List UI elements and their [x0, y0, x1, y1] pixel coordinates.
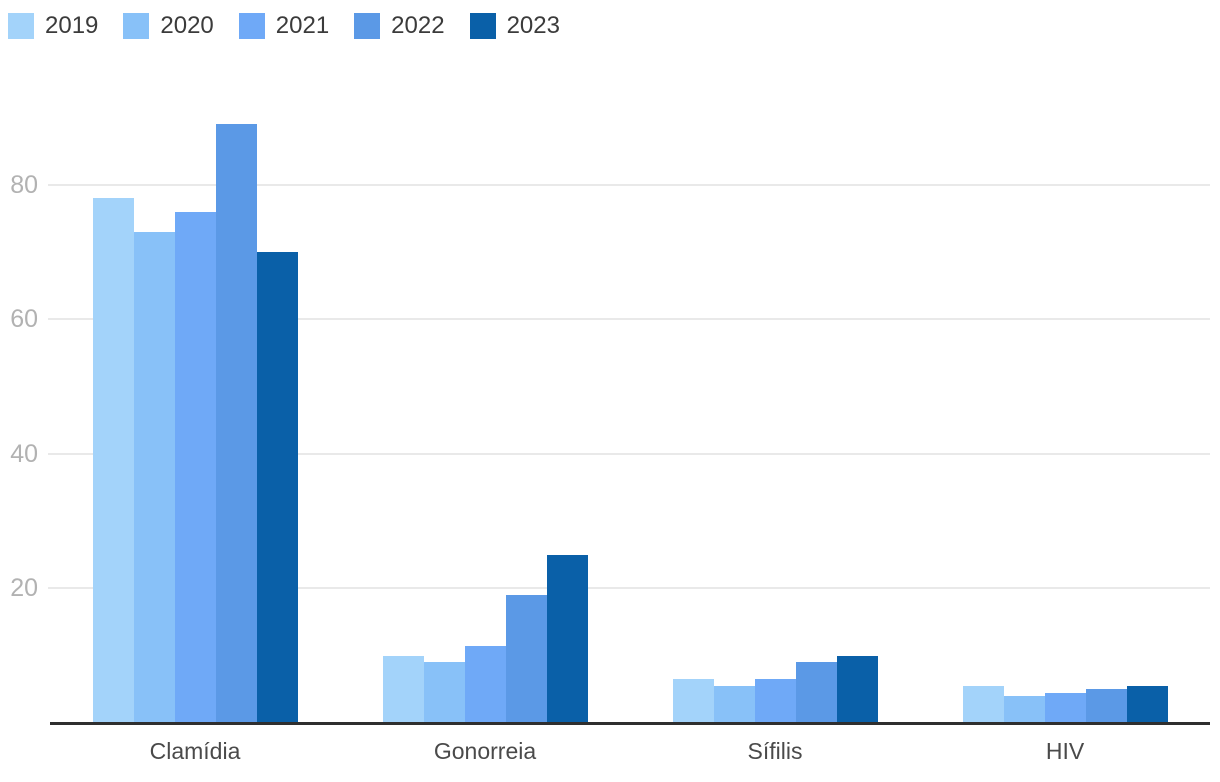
- x-axis-category-label: HIV: [1045, 738, 1085, 764]
- x-axis-category-label: Sífilis: [747, 738, 803, 764]
- x-axis-category-label: Gonorreia: [433, 738, 537, 764]
- x-axis-category-label: Clamídia: [149, 738, 241, 764]
- bar-Clamídia-2020[interactable]: [133, 232, 175, 723]
- legend-swatch-icon: [123, 13, 150, 39]
- gridline-y-60: [48, 318, 1210, 320]
- bar-Sífilis-2023[interactable]: [836, 656, 878, 723]
- legend-label: 2021: [275, 12, 330, 39]
- legend-item-2021[interactable]: 2021: [238, 12, 330, 39]
- legend-swatch-icon: [354, 13, 381, 39]
- bar-Gonorreia-2019[interactable]: [382, 656, 424, 723]
- gridline-y-80: [48, 184, 1210, 186]
- bar-HIV-2020[interactable]: [1003, 696, 1045, 723]
- chart-legend: 2019 2020 2021 2022 2023: [8, 13, 585, 39]
- bar-Sífilis-2021[interactable]: [754, 679, 796, 723]
- bar-Sífilis-2022[interactable]: [795, 662, 837, 723]
- gridline-y-20: [48, 587, 1210, 589]
- gridline-y-40: [48, 453, 1210, 455]
- legend-item-2020[interactable]: 2020: [123, 12, 214, 39]
- legend-swatch-icon: [8, 13, 34, 39]
- legend-label: 2019: [45, 12, 99, 39]
- bar-Clamídia-2021[interactable]: [174, 212, 216, 723]
- legend-label: 2023: [506, 12, 560, 39]
- bar-Gonorreia-2020[interactable]: [423, 662, 465, 723]
- bar-HIV-2021[interactable]: [1044, 693, 1086, 723]
- bar-Clamídia-2019[interactable]: [92, 198, 134, 723]
- bar-Sífilis-2019[interactable]: [672, 679, 714, 723]
- bar-Gonorreia-2022[interactable]: [505, 595, 547, 723]
- bar-Gonorreia-2021[interactable]: [464, 646, 506, 723]
- legend-item-2023[interactable]: 2023: [469, 12, 560, 39]
- y-axis-tick-label: 20: [10, 574, 38, 602]
- bar-Clamídia-2022[interactable]: [215, 124, 257, 723]
- y-axis-tick-label: 80: [10, 171, 38, 199]
- y-axis-tick-label: 60: [10, 305, 38, 333]
- bar-HIV-2022[interactable]: [1085, 689, 1127, 723]
- x-axis-line: [50, 722, 1210, 725]
- legend-item-2022[interactable]: 2022: [354, 12, 445, 39]
- legend-label: 2020: [160, 12, 214, 39]
- legend-item-2019[interactable]: 2019: [8, 13, 98, 39]
- bar-HIV-2019[interactable]: [962, 686, 1004, 723]
- bar-HIV-2023[interactable]: [1126, 686, 1168, 723]
- bar-Sífilis-2020[interactable]: [713, 686, 755, 723]
- legend-swatch-icon: [469, 13, 496, 39]
- legend-label: 2022: [391, 12, 445, 39]
- bar-Gonorreia-2023[interactable]: [546, 555, 588, 723]
- y-axis-tick-label: 40: [10, 440, 38, 468]
- legend-swatch-icon: [238, 13, 265, 39]
- bar-Clamídia-2023[interactable]: [256, 252, 298, 723]
